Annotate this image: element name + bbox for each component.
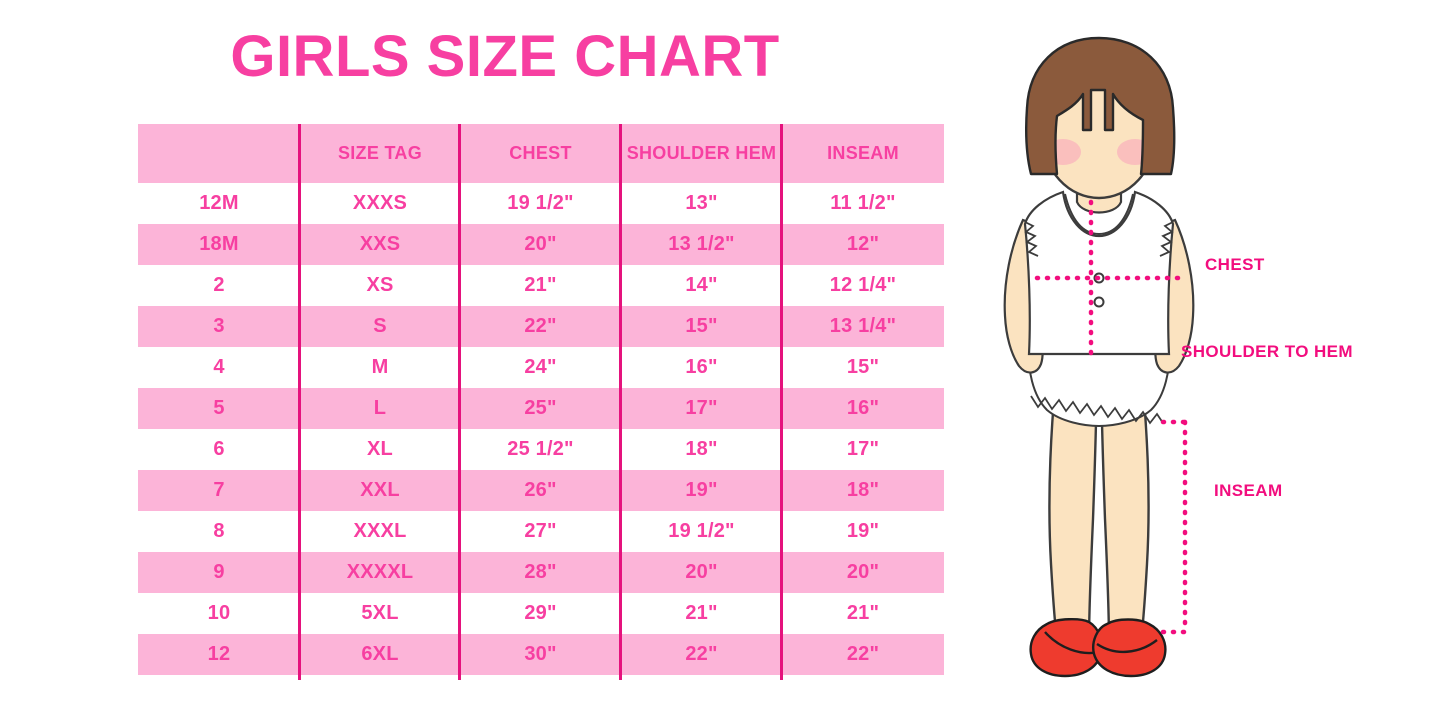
size-chart-table: SIZE TAG CHEST SHOULDER HEM INSEAM 12M X… [138,124,944,675]
cell-size: 4 [138,347,300,388]
column-header-inseam: INSEAM [782,124,944,183]
inseam-label: INSEAM [1214,481,1283,500]
cell-shoulder-hem: 13 1/2" [621,224,782,265]
column-divider [458,124,461,680]
cell-inseam: 20" [782,552,944,593]
cell-chest: 28" [460,552,621,593]
table-row: 2 XS 21" 14" 12 1/4" [138,265,944,306]
cell-shoulder-hem: 21" [621,593,782,634]
cell-inseam: 15" [782,347,944,388]
cell-chest: 24" [460,347,621,388]
cell-size-tag: XXS [300,224,460,265]
cell-shoulder-hem: 17" [621,388,782,429]
cell-shoulder-hem: 16" [621,347,782,388]
cell-chest: 21" [460,265,621,306]
column-header-shoulder-hem: SHOULDER HEM [621,124,782,183]
cell-size: 8 [138,511,300,552]
cell-size: 7 [138,470,300,511]
table-row: 12 6XL 30" 22" 22" [138,634,944,675]
cell-inseam: 22" [782,634,944,675]
cell-size-tag: XXXXL [300,552,460,593]
cell-inseam: 19" [782,511,944,552]
table-row: 9 XXXXL 28" 20" 20" [138,552,944,593]
cell-inseam: 17" [782,429,944,470]
table-row: 8 XXXL 27" 19 1/2" 19" [138,511,944,552]
inseam-measure-bracket [1160,419,1192,635]
cell-size-tag: XXXS [300,183,460,224]
cell-chest: 27" [460,511,621,552]
table-row: 10 5XL 29" 21" 21" [138,593,944,634]
cell-shoulder-hem: 19 1/2" [621,511,782,552]
cell-inseam: 18" [782,470,944,511]
column-divider [298,124,301,680]
cell-inseam: 13 1/4" [782,306,944,347]
cell-size: 2 [138,265,300,306]
cell-shoulder-hem: 14" [621,265,782,306]
cell-size: 12M [138,183,300,224]
cell-chest: 26" [460,470,621,511]
cell-size: 6 [138,429,300,470]
cell-inseam: 21" [782,593,944,634]
cell-size-tag: 6XL [300,634,460,675]
cell-chest: 29" [460,593,621,634]
cell-chest: 25 1/2" [460,429,621,470]
cell-shoulder-hem: 18" [621,429,782,470]
cell-size: 5 [138,388,300,429]
cell-size: 18M [138,224,300,265]
table-row: 12M XXXS 19 1/2" 13" 11 1/2" [138,183,944,224]
cell-size: 12 [138,634,300,675]
legs-shape [1048,352,1150,644]
cell-size-tag: S [300,306,460,347]
table-row: 5 L 25" 17" 16" [138,388,944,429]
girl-figure-illustration [985,24,1245,694]
cell-size-tag: XS [300,265,460,306]
cell-chest: 20" [460,224,621,265]
cell-chest: 30" [460,634,621,675]
cell-size: 10 [138,593,300,634]
cell-inseam: 11 1/2" [782,183,944,224]
cell-shoulder-hem: 19" [621,470,782,511]
table-row: 4 M 24" 16" 15" [138,347,944,388]
cell-inseam: 12 1/4" [782,265,944,306]
column-divider [619,124,622,680]
cell-size-tag: XXXL [300,511,460,552]
hair-shape [1025,36,1176,176]
cell-size-tag: 5XL [300,593,460,634]
table-body: 12M XXXS 19 1/2" 13" 11 1/2" 18M XXS 20"… [138,183,944,675]
cell-size-tag: L [300,388,460,429]
column-divider [780,124,783,680]
cell-shoulder-hem: 15" [621,306,782,347]
shoulder-to-hem-label: SHOULDER TO HEM [1181,342,1353,361]
cell-shoulder-hem: 13" [621,183,782,224]
column-header-chest: CHEST [460,124,621,183]
cell-inseam: 16" [782,388,944,429]
page-title: GIRLS SIZE CHART [230,24,780,89]
table-row: 7 XXL 26" 19" 18" [138,470,944,511]
cell-shoulder-hem: 20" [621,552,782,593]
cell-chest: 22" [460,306,621,347]
cell-chest: 25" [460,388,621,429]
cell-size-tag: XL [300,429,460,470]
column-header-size [138,124,300,183]
shoes-shape [1029,618,1167,678]
cell-size: 9 [138,552,300,593]
column-header-size-tag: SIZE TAG [300,124,460,183]
table-row: 18M XXS 20" 13 1/2" 12" [138,224,944,265]
cell-size-tag: XXL [300,470,460,511]
cell-inseam: 12" [782,224,944,265]
bloomers-shape [1027,343,1171,428]
cell-size: 3 [138,306,300,347]
cell-chest: 19 1/2" [460,183,621,224]
cell-shoulder-hem: 22" [621,634,782,675]
table-row: 3 S 22" 15" 13 1/4" [138,306,944,347]
cell-size-tag: M [300,347,460,388]
table-row: 6 XL 25 1/2" 18" 17" [138,429,944,470]
chest-label: CHEST [1205,255,1265,274]
table-header-row: SIZE TAG CHEST SHOULDER HEM INSEAM [138,124,944,183]
